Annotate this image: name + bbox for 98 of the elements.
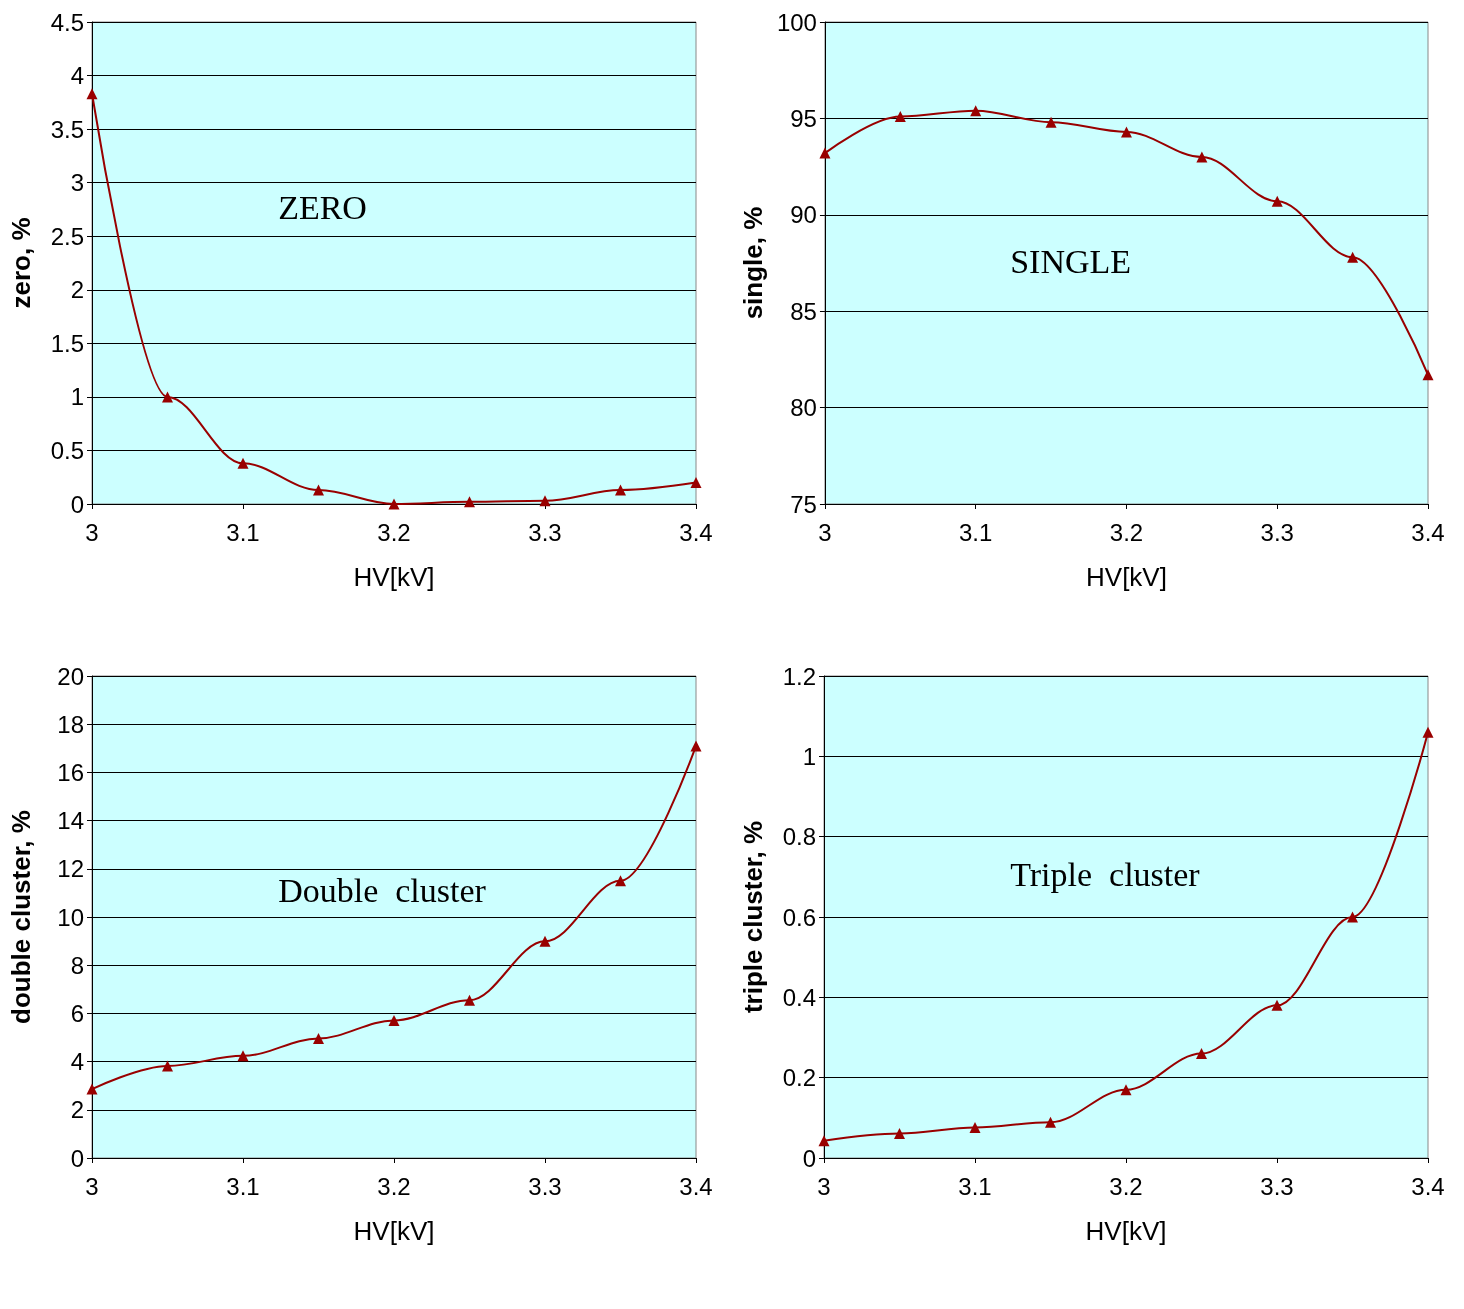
annotation: Double cluster bbox=[278, 872, 487, 910]
y-axis-title: single, % bbox=[738, 206, 768, 320]
point bbox=[313, 484, 324, 496]
x-tick-label: 3.1 bbox=[226, 1172, 260, 1200]
y-tick-label: 100 bbox=[776, 8, 817, 36]
x-tick-label: 3.3 bbox=[528, 1172, 562, 1200]
point bbox=[1347, 911, 1358, 923]
point bbox=[237, 457, 249, 469]
x-tick-label: 3.4 bbox=[1411, 518, 1445, 546]
y-tick-label: 0 bbox=[70, 1144, 84, 1172]
x-tick-label: 3.4 bbox=[1411, 1172, 1445, 1200]
point bbox=[1045, 116, 1057, 128]
y-tick-label: 6 bbox=[70, 999, 84, 1027]
y-tick-label: 0.5 bbox=[50, 436, 84, 464]
point bbox=[1045, 1116, 1056, 1128]
x-tick-label: 3.2 bbox=[377, 1172, 411, 1200]
x-tick-label: 3.2 bbox=[1109, 1172, 1143, 1200]
x-tick-label: 3.1 bbox=[959, 518, 993, 546]
x-tick-label: 3.2 bbox=[377, 518, 411, 546]
y-tick-label: 0.8 bbox=[782, 823, 816, 851]
y-tick-label: 3 bbox=[70, 169, 84, 197]
y-tick-label: 1 bbox=[70, 383, 84, 411]
y-tick-label: 10 bbox=[57, 903, 84, 931]
point bbox=[1271, 195, 1283, 207]
point bbox=[1347, 251, 1359, 263]
y-axis-title: zero, % bbox=[6, 217, 36, 309]
point bbox=[464, 496, 475, 508]
annotation: ZERO bbox=[278, 188, 367, 226]
point bbox=[1422, 726, 1434, 738]
x-tick-label: 3.3 bbox=[528, 518, 562, 546]
point bbox=[690, 477, 702, 489]
point bbox=[86, 1083, 98, 1095]
point bbox=[970, 105, 982, 117]
point bbox=[237, 1050, 249, 1062]
y-tick-label: 90 bbox=[790, 201, 817, 229]
point bbox=[539, 495, 551, 507]
point bbox=[615, 484, 626, 496]
x-tick-label: 3.1 bbox=[958, 1172, 992, 1200]
y-tick-label: 4 bbox=[70, 1048, 84, 1076]
point bbox=[388, 498, 400, 510]
y-tick-label: 14 bbox=[57, 807, 84, 835]
y-tick-label: 75 bbox=[790, 490, 817, 518]
y-tick-label: 1.2 bbox=[782, 662, 816, 690]
x-axis-title: HV[kV] bbox=[353, 1216, 435, 1246]
point bbox=[1271, 999, 1283, 1011]
point bbox=[464, 994, 475, 1006]
point bbox=[894, 110, 906, 122]
y-axis-title: double cluster, % bbox=[6, 810, 36, 1024]
y-tick-label: 0.6 bbox=[782, 903, 816, 931]
point bbox=[615, 875, 626, 887]
y-tick-label: 3.5 bbox=[50, 115, 84, 143]
y-tick-label: 85 bbox=[790, 297, 817, 325]
point bbox=[313, 1032, 324, 1044]
x-axis-title: HV[kV] bbox=[353, 562, 435, 592]
y-tick-label: 95 bbox=[790, 104, 817, 132]
y-tick-label: 1.5 bbox=[50, 329, 84, 357]
x-tick-label: 3.3 bbox=[1260, 1172, 1294, 1200]
point bbox=[1120, 126, 1132, 138]
y-tick-label: 2 bbox=[70, 1096, 84, 1124]
point bbox=[1422, 369, 1434, 381]
y-tick-label: 0 bbox=[70, 490, 84, 518]
y-tick-label: 4 bbox=[70, 62, 84, 90]
annotation: Triple cluster bbox=[1010, 856, 1201, 894]
y-tick-label: 4.5 bbox=[50, 8, 84, 36]
point bbox=[894, 1128, 905, 1139]
point bbox=[1196, 151, 1208, 163]
x-tick-label: 3.4 bbox=[679, 518, 713, 546]
y-tick-label: 0 bbox=[802, 1144, 816, 1172]
x-axis-title: HV[kV] bbox=[1086, 562, 1167, 592]
y-tick-label: 1 bbox=[802, 742, 816, 770]
x-tick-label: 3.3 bbox=[1260, 518, 1294, 546]
annotation: SINGLE bbox=[1010, 242, 1132, 280]
point bbox=[1120, 1084, 1132, 1096]
y-tick-label: 18 bbox=[57, 710, 84, 738]
y-tick-label: 80 bbox=[790, 394, 817, 422]
y-tick-label: 8 bbox=[70, 951, 84, 979]
point bbox=[162, 1060, 173, 1072]
point bbox=[969, 1121, 981, 1133]
point bbox=[388, 1014, 400, 1026]
y-tick-label: 20 bbox=[57, 662, 84, 690]
y-axis-title: triple cluster, % bbox=[738, 820, 768, 1014]
point bbox=[690, 740, 702, 752]
y-tick-label: 12 bbox=[57, 855, 84, 883]
point bbox=[539, 935, 551, 947]
point bbox=[162, 391, 173, 403]
x-tick-label: 3.1 bbox=[226, 518, 260, 546]
y-tick-label: 0.4 bbox=[782, 983, 816, 1011]
x-axis-title: HV[kV] bbox=[1085, 1216, 1167, 1246]
y-tick-label: 16 bbox=[57, 758, 84, 786]
point bbox=[86, 88, 98, 100]
point bbox=[819, 147, 831, 159]
x-tick-label: 3.2 bbox=[1109, 518, 1144, 546]
y-tick-label: 2.5 bbox=[50, 222, 84, 250]
point bbox=[818, 1135, 830, 1147]
y-tick-label: 2 bbox=[70, 276, 84, 304]
y-tick-label: 0.2 bbox=[782, 1064, 816, 1092]
point bbox=[1196, 1048, 1207, 1060]
x-tick-label: 3.4 bbox=[679, 1172, 713, 1200]
